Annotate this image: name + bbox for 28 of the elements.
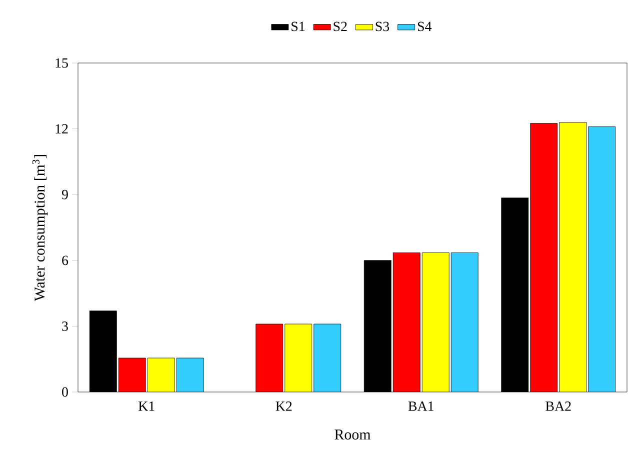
- x-axis-title: Room: [334, 430, 371, 440]
- bar: [422, 252, 450, 392]
- y-axis-title: Water consumption [m$^{3}$]: [32, 154, 48, 302]
- y-tick-label: 12: [56, 124, 68, 134]
- bar: [256, 324, 283, 392]
- bar: [559, 122, 587, 392]
- x-tick-label: BA1: [408, 402, 434, 411]
- legend-label: S3: [376, 22, 390, 32]
- bar: [284, 324, 312, 392]
- bar: [451, 252, 478, 392]
- y-tick-label: 0: [62, 387, 68, 397]
- legend-label: S4: [418, 22, 432, 32]
- bar: [588, 126, 616, 392]
- bar: [314, 324, 341, 392]
- legend-label: S2: [334, 22, 347, 32]
- bar: [530, 123, 558, 392]
- bar: [147, 358, 175, 392]
- x-tick-label: K2: [276, 402, 292, 411]
- y-tick-label: 15: [56, 58, 68, 68]
- bar: [118, 358, 146, 392]
- y-tick-label: 3: [62, 322, 68, 331]
- bar: [393, 252, 420, 392]
- bar: [176, 358, 204, 392]
- y-tick-label: 6: [62, 256, 68, 266]
- x-tick-label: K1: [138, 402, 154, 411]
- y-tick-label: 9: [62, 190, 68, 200]
- x-tick-label: BA2: [546, 402, 571, 411]
- legend-label: S1: [292, 22, 305, 32]
